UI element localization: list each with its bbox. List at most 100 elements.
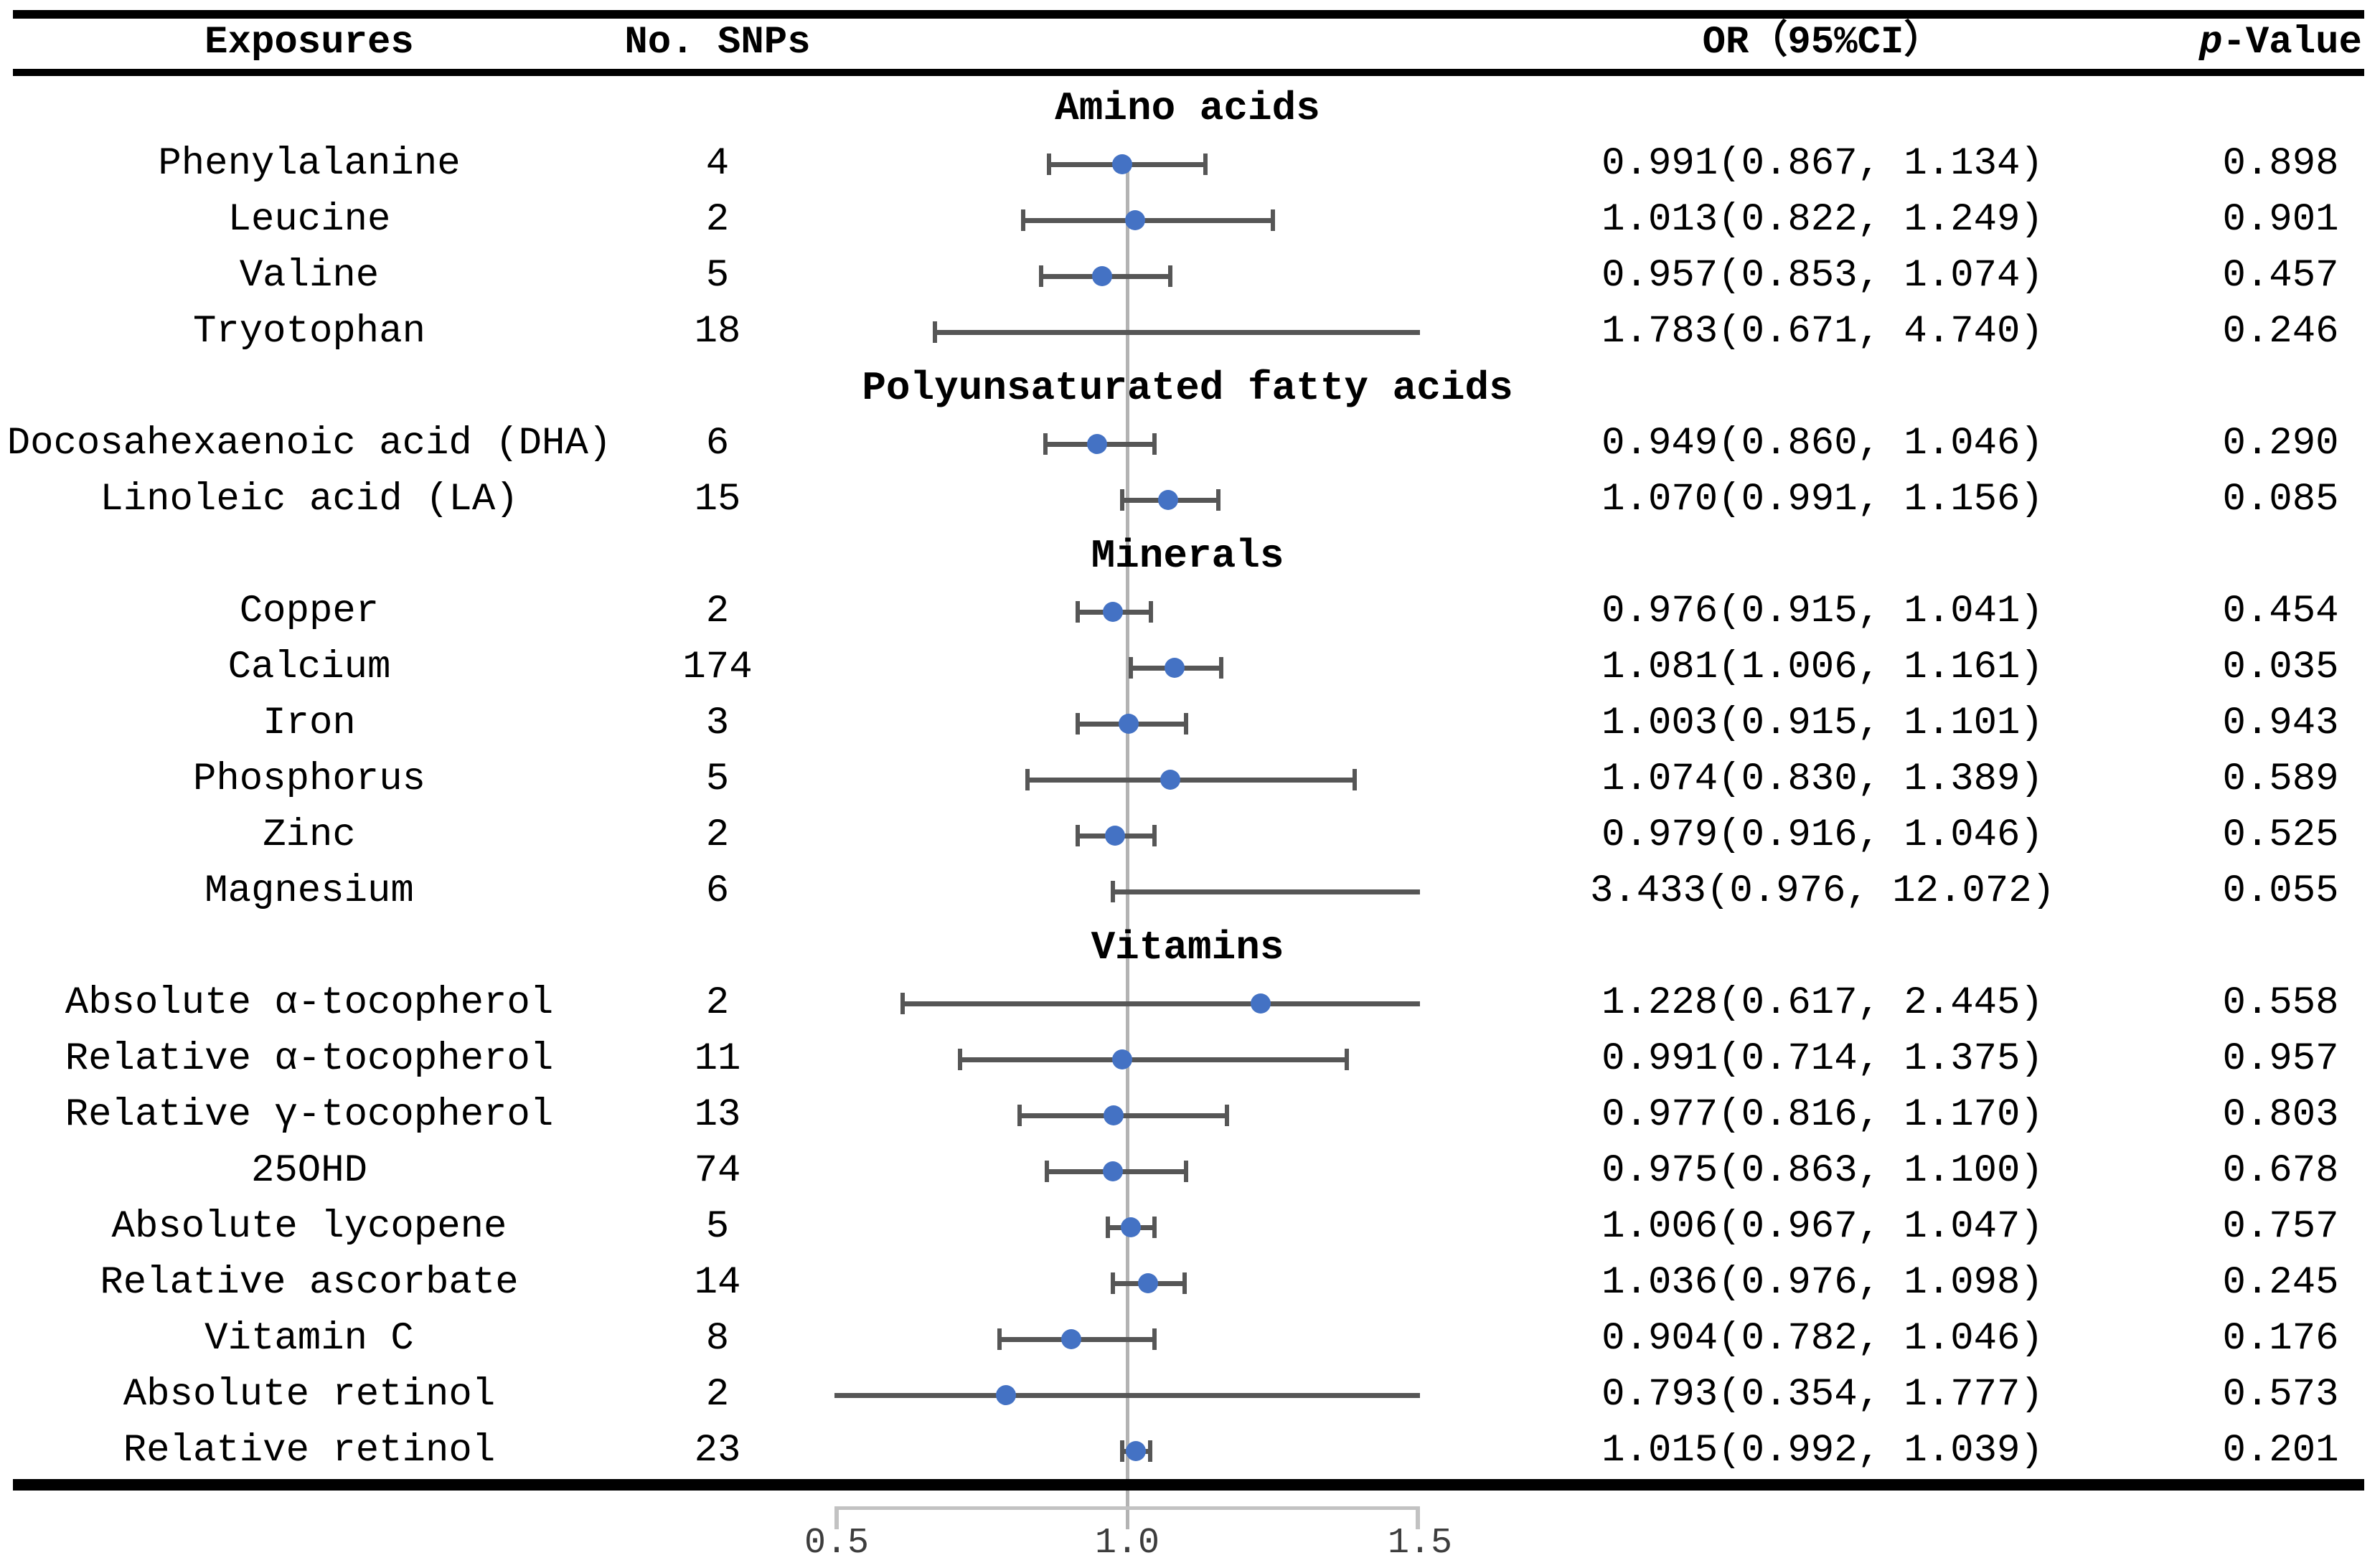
ci-plot-cell: [817, 472, 1464, 528]
ci-cap-right: [1216, 489, 1221, 511]
ci-plot-cell: [817, 752, 1464, 808]
or-ci-value: 1.036(0.976, 1.098): [1601, 1261, 2043, 1305]
snp-count: 2: [705, 590, 730, 633]
ci-cap-left: [1045, 1161, 1050, 1182]
exposure-label: Calcium: [227, 646, 391, 689]
exposure-label: Phenylalanine: [158, 142, 461, 186]
ci-plot-cell: [817, 192, 1464, 248]
or-ci-value: 0.793(0.354, 1.777): [1601, 1373, 2043, 1417]
or-ci-value: 0.991(0.714, 1.375): [1601, 1037, 2043, 1081]
ci-cap-right: [1345, 1049, 1349, 1070]
p-value: 0.085: [2222, 478, 2339, 521]
snp-count: 174: [682, 646, 753, 689]
table-row: Iron 3 1.003(0.915, 1.101) 0.943: [0, 696, 2380, 752]
table-row: Phosphorus 5 1.074(0.830, 1.389) 0.589: [0, 752, 2380, 808]
section-row: Polyunsaturated fatty acids: [0, 360, 2380, 416]
snp-count: 6: [705, 869, 730, 913]
ci-plot-cell: [817, 584, 1464, 640]
or-marker: [1104, 1105, 1124, 1125]
or-marker: [1102, 1161, 1123, 1181]
ci-plot-cell: [817, 864, 1464, 920]
section-label: Polyunsaturated fatty acids: [862, 365, 1513, 411]
or-marker: [1124, 210, 1145, 230]
ci-cap-right: [1152, 1328, 1157, 1350]
p-value: 0.176: [2222, 1317, 2339, 1361]
section-row: Vitamins: [0, 920, 2380, 976]
ci-cap-left: [1043, 433, 1048, 455]
x-axis-tick-label: 1.5: [1387, 1523, 1452, 1564]
snp-count: 3: [705, 702, 730, 745]
exposure-label: Relative ascorbate: [100, 1261, 519, 1305]
or-ci-value: 0.991(0.867, 1.134): [1601, 142, 2043, 186]
ci-plot-cell: [817, 248, 1464, 304]
ci-cap-left: [1119, 489, 1124, 511]
ci-cap-left: [997, 1328, 1002, 1350]
ci-cap-left: [1111, 881, 1116, 902]
ci-cap-right: [1184, 713, 1189, 735]
snp-count: 4: [705, 142, 730, 186]
exposure-label: Docosahexaenoic acid (DHA): [6, 422, 612, 466]
exposure-label: Leucine: [227, 198, 391, 242]
exposure-label: Vitamin C: [204, 1317, 414, 1361]
ci-plot-cell: [817, 640, 1464, 696]
ci-cap-left: [1075, 713, 1080, 735]
exposure-label: Relative α-tocopherol: [65, 1037, 554, 1081]
ci-cap-right: [1152, 1217, 1157, 1238]
ci-plot-cell: [817, 1255, 1464, 1311]
p-value: 0.290: [2222, 422, 2339, 466]
ci-plot-cell: [817, 808, 1464, 864]
exposure-label: Valine: [239, 254, 380, 298]
p-value: 0.454: [2222, 590, 2339, 633]
or-ci-value: 1.013(0.822, 1.249): [1601, 198, 2043, 242]
section-label: Minerals: [1091, 533, 1284, 579]
table-row: Docosahexaenoic acid (DHA) 6 0.949(0.860, …: [0, 416, 2380, 472]
exposure-label: Iron: [263, 702, 356, 745]
table-row: Absolute retinol 2 0.793(0.354, 1.777) 0.57…: [0, 1367, 2380, 1423]
or-marker: [1111, 1049, 1132, 1069]
x-axis-tick-left: [834, 1506, 839, 1529]
or-ci-value: 1.074(0.830, 1.389): [1601, 757, 2043, 801]
ci-cap-right: [1147, 1440, 1152, 1462]
ci-cap-left: [1039, 265, 1044, 287]
ci-cap-right: [1271, 209, 1276, 231]
ci-plot-cell: [817, 1199, 1464, 1255]
exposure-label: Copper: [239, 590, 380, 633]
table-row: Relative α-tocopherol 11 0.991(0.714, 1.37…: [0, 1031, 2380, 1087]
or-ci-value: 1.003(0.915, 1.101): [1601, 702, 2043, 745]
ci-cap-right: [1152, 825, 1157, 846]
or-ci-value: 0.957(0.853, 1.074): [1601, 254, 2043, 298]
ci-plot-cell: [817, 696, 1464, 752]
or-marker: [1060, 1329, 1081, 1349]
or-marker: [1091, 266, 1112, 286]
snps-column-header: No. SNPs: [624, 21, 811, 65]
ci-cap-left: [957, 1049, 962, 1070]
or-marker: [1103, 602, 1124, 622]
table-row: Relative γ-tocopherol 13 0.977(0.816, 1.17…: [0, 1087, 2380, 1143]
p-value-column-header: p-Value: [2181, 17, 2380, 69]
table-row: Valine 5 0.957(0.853, 1.074) 0.457: [0, 248, 2380, 304]
ci-cap-right: [1152, 433, 1157, 455]
p-value: 0.943: [2222, 702, 2339, 745]
table-row: Copper 2 0.976(0.915, 1.041) 0.454: [0, 584, 2380, 640]
section-label: Vitamins: [1091, 925, 1284, 970]
p-value: 0.558: [2222, 981, 2339, 1025]
or-marker: [1126, 1441, 1147, 1461]
section-label: Amino acids: [1055, 85, 1320, 131]
table-row: Magnesium 6 3.433(0.976, 12.072) 0.055: [0, 864, 2380, 920]
ci-cap-right: [1219, 657, 1224, 679]
ci-cap-right: [1224, 1105, 1229, 1126]
bottom-rule: [13, 1479, 2364, 1491]
ci-plot-cell: [817, 1087, 1464, 1143]
top-rule: [13, 10, 2364, 19]
or-ci-value: 0.976(0.915, 1.041): [1601, 590, 2043, 633]
x-axis-tick-label: 1.0: [1094, 1523, 1160, 1564]
table-row: 25OHD 74 0.975(0.863, 1.100) 0.678: [0, 1143, 2380, 1199]
exposure-label: Absolute retinol: [123, 1373, 496, 1417]
snp-count: 14: [694, 1261, 741, 1305]
snp-count: 2: [705, 813, 730, 857]
p-value: 0.573: [2222, 1373, 2339, 1417]
p-value: 0.525: [2222, 813, 2339, 857]
or-marker: [1251, 993, 1271, 1014]
or-marker: [1158, 490, 1179, 510]
